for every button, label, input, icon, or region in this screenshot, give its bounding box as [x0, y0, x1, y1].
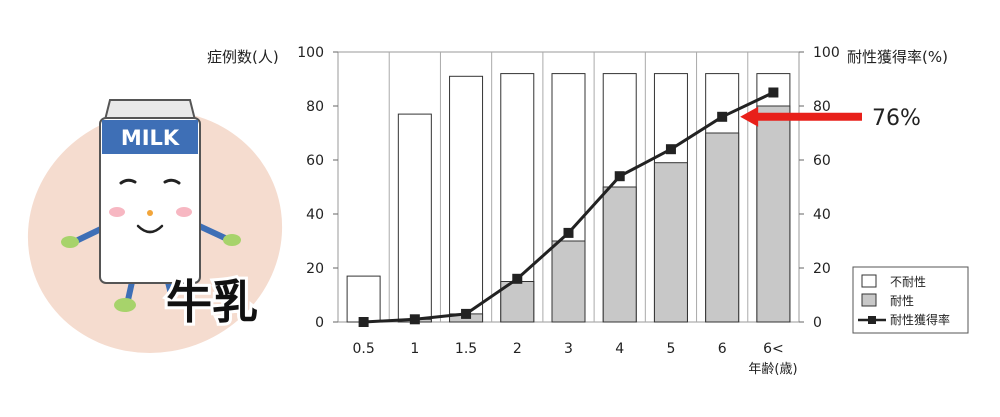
- legend: 不耐性 耐性 耐性獲得率: [852, 266, 969, 334]
- carton-right-eyebrow: [163, 178, 181, 185]
- bar-tolerant: [756, 105, 791, 323]
- line-point: [358, 317, 369, 327]
- bar-tolerant: [705, 132, 740, 323]
- x-tick-label: 2: [513, 341, 522, 357]
- y2-tick-label: 20: [813, 261, 831, 277]
- y2-tick-label: 0: [813, 315, 822, 331]
- legend-label-rate: 耐性獲得率: [890, 312, 950, 327]
- carton-left-hand: [61, 236, 79, 248]
- carton-right-hand: [223, 234, 241, 246]
- annotation-text: 76%: [872, 106, 921, 131]
- y-axis-label: 症例数(人): [207, 48, 279, 66]
- x-axis-ticks: 0.5 1 1.5 2 3 4 5 6 6<: [352, 341, 783, 357]
- x-tick-label: 6: [718, 341, 727, 357]
- bar-not-tolerant: [397, 113, 432, 323]
- carton-right-leg: [165, 279, 175, 301]
- carton-right-blush: [176, 207, 192, 217]
- y-tick-label: 0: [315, 315, 324, 331]
- illustration-caption: 牛乳: [166, 275, 258, 329]
- carton-left-eyebrow: [119, 178, 137, 185]
- line-point: [614, 171, 625, 182]
- y2-tick-label: 60: [813, 153, 831, 169]
- line-point: [717, 111, 728, 122]
- y2-tick-label: 100: [813, 45, 840, 61]
- x-tick-label: 1: [410, 341, 419, 357]
- x-tick-label: 5: [666, 341, 675, 357]
- legend-swatch-not-tolerant: [861, 274, 877, 288]
- x-axis-label: 年齢(歳): [748, 362, 797, 377]
- annotation-arrow: [740, 106, 862, 127]
- x-tick-label: 1.5: [455, 341, 477, 357]
- carton-left-arm: [75, 225, 106, 243]
- left-axis-ticks: 0 20 40 60 80 100: [297, 45, 338, 331]
- legend-label-tolerant: 耐性: [890, 294, 914, 308]
- y-tick-label: 20: [306, 261, 324, 277]
- y2-tick-label: 40: [813, 207, 831, 223]
- legend-swatch-rate-marker: [868, 316, 876, 324]
- gridlines: [388, 52, 749, 322]
- y-tick-label: 100: [297, 45, 324, 61]
- line-point: [665, 144, 676, 155]
- line-point: [563, 227, 574, 238]
- bar-tolerant: [500, 281, 535, 323]
- bar-not-tolerant: [346, 275, 381, 323]
- bar-tolerant: [551, 240, 586, 323]
- chart-area: 0 20 40 60 80 100 0 20 40 60 80 100 0.5 1 1.5 2 3 4 5 6 6<…: [207, 45, 969, 377]
- y-tick-label: 60: [306, 153, 324, 169]
- x-tick-label: 0.5: [352, 341, 374, 357]
- y-tick-label: 80: [306, 99, 324, 115]
- carton-left-blush: [109, 207, 125, 217]
- carton-text: MILK: [121, 126, 180, 150]
- line-series: [358, 87, 779, 327]
- right-axis-ticks: 0 20 40 60 80 100: [799, 45, 840, 331]
- carton-smile: [136, 224, 164, 234]
- milk-illustration: MILK 牛乳: [27, 99, 283, 353]
- carton-left-foot: [114, 298, 136, 312]
- carton-right-arm: [194, 222, 228, 241]
- bar-not-tolerant: [449, 75, 484, 323]
- line-point: [409, 314, 420, 325]
- line-point: [768, 87, 779, 98]
- y-tick-label: 40: [306, 207, 324, 223]
- legend-swatch-tolerant: [861, 293, 877, 307]
- annotation: 76%: [740, 106, 921, 131]
- carton-body: [99, 117, 201, 284]
- legend-label-not-tolerant: 不耐性: [890, 275, 926, 289]
- carton-left-leg: [125, 279, 135, 303]
- x-tick-label: 3: [564, 341, 573, 357]
- bar-tolerant: [653, 162, 688, 323]
- bar-tolerant: [602, 186, 637, 323]
- x-tick-label: 4: [615, 341, 624, 357]
- y2-tick-label: 80: [813, 99, 831, 115]
- bars: [346, 73, 791, 323]
- carton-label-band: [102, 120, 198, 154]
- line-point: [512, 273, 523, 284]
- x-tick-label: 6<: [763, 341, 784, 357]
- line-point: [461, 308, 472, 319]
- y2-axis-label: 耐性獲得率(%): [847, 48, 948, 66]
- carton-nose: [147, 210, 153, 216]
